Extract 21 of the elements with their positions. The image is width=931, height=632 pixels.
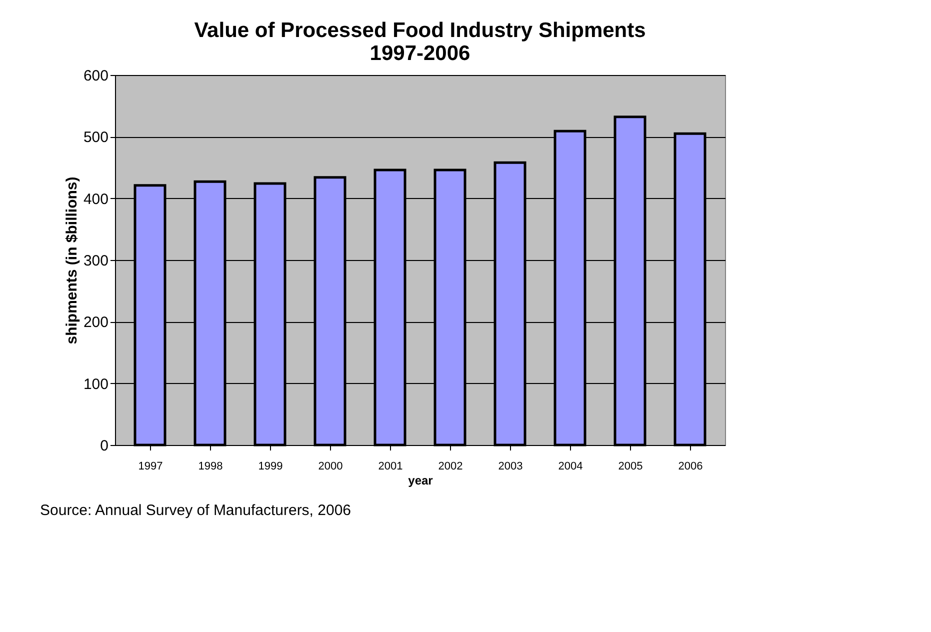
x-tick-label: 1999 bbox=[258, 460, 283, 472]
y-tick-label: 100 bbox=[83, 376, 108, 393]
x-tick-label: 2000 bbox=[318, 460, 343, 472]
x-tick-label: 2001 bbox=[378, 460, 403, 472]
x-tick-label: 2005 bbox=[618, 460, 643, 472]
x-tick-label: 2003 bbox=[498, 460, 523, 472]
x-tick-label: 2002 bbox=[438, 460, 463, 472]
source-note: Source: Annual Survey of Manufacturers, 2006 bbox=[40, 502, 352, 519]
y-tick-label: 400 bbox=[83, 190, 108, 208]
x-tick-label: 1997 bbox=[138, 460, 163, 472]
x-tick-label: 1998 bbox=[198, 460, 223, 472]
y-tick-label: 300 bbox=[83, 252, 108, 270]
y-tick-label: 600 bbox=[83, 68, 108, 84]
chart-title: Value of Processed Food Industry Shipments 1997-2006 bbox=[194, 19, 646, 65]
x-axis-title: year bbox=[408, 474, 434, 488]
x-tick-label: 2006 bbox=[678, 460, 703, 472]
y-tick-label: 200 bbox=[83, 314, 108, 332]
y-tick-label: 500 bbox=[83, 129, 108, 146]
y-axis-title: shipments (in $billions) bbox=[63, 176, 80, 344]
y-tick-label: 0 bbox=[100, 438, 108, 454]
x-tick-label: 2004 bbox=[558, 460, 583, 472]
